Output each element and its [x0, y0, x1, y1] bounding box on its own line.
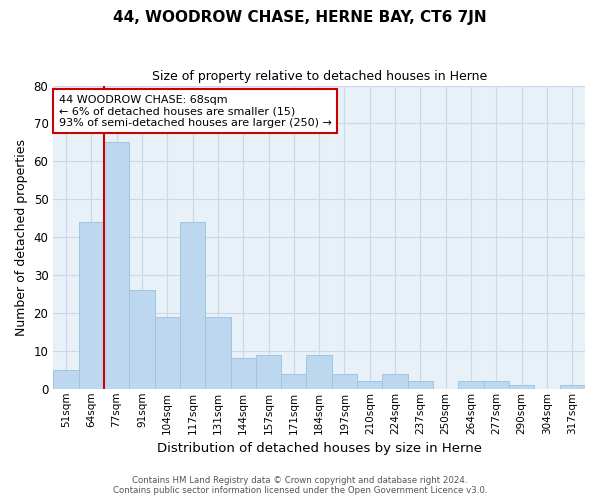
Bar — [332, 374, 357, 389]
Bar — [357, 381, 382, 389]
Bar — [155, 317, 180, 389]
Bar — [104, 142, 129, 389]
X-axis label: Distribution of detached houses by size in Herne: Distribution of detached houses by size … — [157, 442, 482, 455]
Title: Size of property relative to detached houses in Herne: Size of property relative to detached ho… — [152, 70, 487, 83]
Bar — [180, 222, 205, 389]
Bar — [129, 290, 155, 389]
Bar — [509, 385, 535, 389]
Bar — [408, 381, 433, 389]
Bar — [281, 374, 307, 389]
Bar — [382, 374, 408, 389]
Bar — [484, 381, 509, 389]
Bar — [230, 358, 256, 389]
Text: 44, WOODROW CHASE, HERNE BAY, CT6 7JN: 44, WOODROW CHASE, HERNE BAY, CT6 7JN — [113, 10, 487, 25]
Bar — [79, 222, 104, 389]
Bar — [560, 385, 585, 389]
Text: 44 WOODROW CHASE: 68sqm
← 6% of detached houses are smaller (15)
93% of semi-det: 44 WOODROW CHASE: 68sqm ← 6% of detached… — [59, 94, 331, 128]
Bar — [307, 354, 332, 389]
Bar — [205, 317, 230, 389]
Text: Contains HM Land Registry data © Crown copyright and database right 2024.
Contai: Contains HM Land Registry data © Crown c… — [113, 476, 487, 495]
Bar — [53, 370, 79, 389]
Y-axis label: Number of detached properties: Number of detached properties — [15, 138, 28, 336]
Bar — [458, 381, 484, 389]
Bar — [256, 354, 281, 389]
